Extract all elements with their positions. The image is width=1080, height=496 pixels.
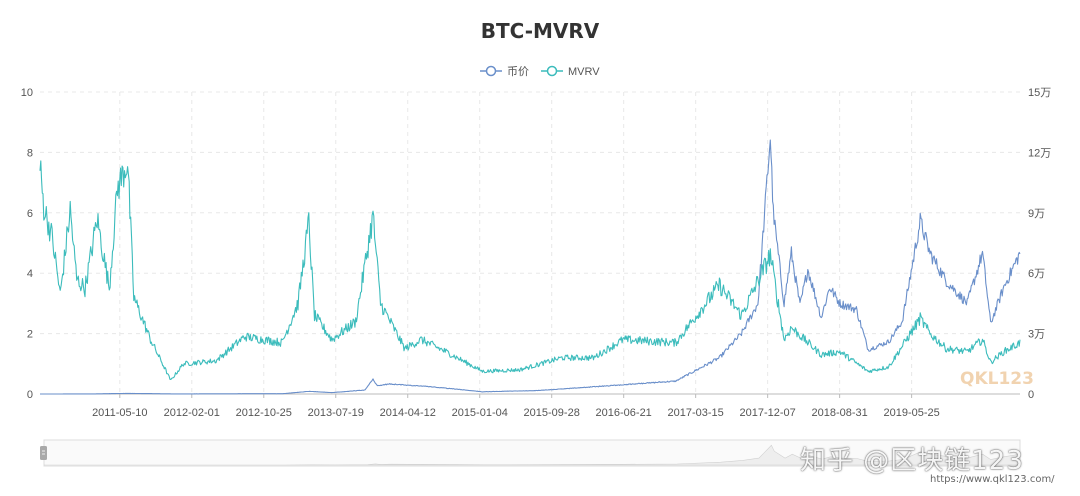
legend-marker-price (485, 65, 497, 77)
legend[interactable]: 币价 MVRV (480, 65, 600, 78)
y-axis-left: 0 2 4 6 8 10 (21, 87, 33, 401)
series-line-price (40, 139, 1021, 395)
qkl123-watermark-text: QKL123 (960, 369, 1034, 389)
series-line-mvrv (39, 160, 1021, 381)
x-tick-label: 2017-12-07 (740, 407, 796, 419)
x-tick-label: 2011-05-10 (92, 407, 147, 419)
x-tick-label: 2012-10-25 (236, 407, 292, 419)
grid (40, 91, 1020, 394)
y-right-tick-label: 15万 (1028, 87, 1051, 99)
legend-label-mvrv: MVRV (568, 66, 600, 78)
x-tick-label: 2018-08-31 (811, 407, 867, 419)
legend-marker-mvrv (546, 65, 558, 77)
y-left-tick-label: 4 (27, 268, 33, 280)
chart-title: BTC-MVRV (481, 19, 600, 43)
x-tick-label: 2019-05-25 (883, 407, 939, 419)
x-tick-label: 2015-09-28 (524, 407, 580, 419)
y-right-tick-label: 12万 (1028, 147, 1051, 159)
legend-label-price: 币价 (507, 65, 529, 78)
qkl123-watermark: QKL123 (960, 369, 1034, 389)
legend-entry-mvrv[interactable]: MVRV (541, 65, 600, 78)
data-zoom-track[interactable] (43, 439, 1021, 467)
x-tick-label: 2015-01-04 (452, 407, 508, 419)
y-left-tick-label: 2 (27, 329, 33, 341)
x-tick-label: 2016-06-21 (596, 407, 652, 419)
y-axis-right: 0 3万 6万 9万 12万 15万 (1028, 87, 1051, 401)
x-tick-label: 2014-04-12 (380, 407, 436, 419)
x-tick-label: 2017-03-15 (668, 407, 724, 419)
series-layer (39, 139, 1021, 395)
data-zoom-slider[interactable] (40, 439, 1021, 467)
y-left-tick-label: 6 (27, 208, 33, 220)
source-url-watermark: https://www.qkl123.com/ (930, 474, 1055, 485)
x-tick-label: 2013-07-19 (308, 407, 364, 419)
data-zoom-handle-left[interactable] (40, 446, 47, 460)
y-left-tick-label: 10 (21, 87, 33, 99)
y-right-tick-label: 6万 (1028, 268, 1045, 280)
y-left-tick-label: 0 (27, 389, 33, 401)
zhihu-watermark: 知乎 @区块链123 (800, 446, 1024, 476)
data-zoom-preview (44, 444, 1021, 466)
x-tick-label: 2012-02-01 (164, 407, 220, 419)
y-left-tick-label: 8 (27, 147, 33, 159)
y-right-tick-label: 0 (1028, 389, 1034, 401)
y-right-tick-label: 3万 (1028, 329, 1045, 341)
x-axis: 2011-05-10 2012-02-01 2012-10-25 2013-07-19… (40, 393, 1020, 419)
legend-entry-price[interactable]: 币价 (480, 65, 529, 78)
y-right-tick-label: 9万 (1028, 208, 1045, 220)
